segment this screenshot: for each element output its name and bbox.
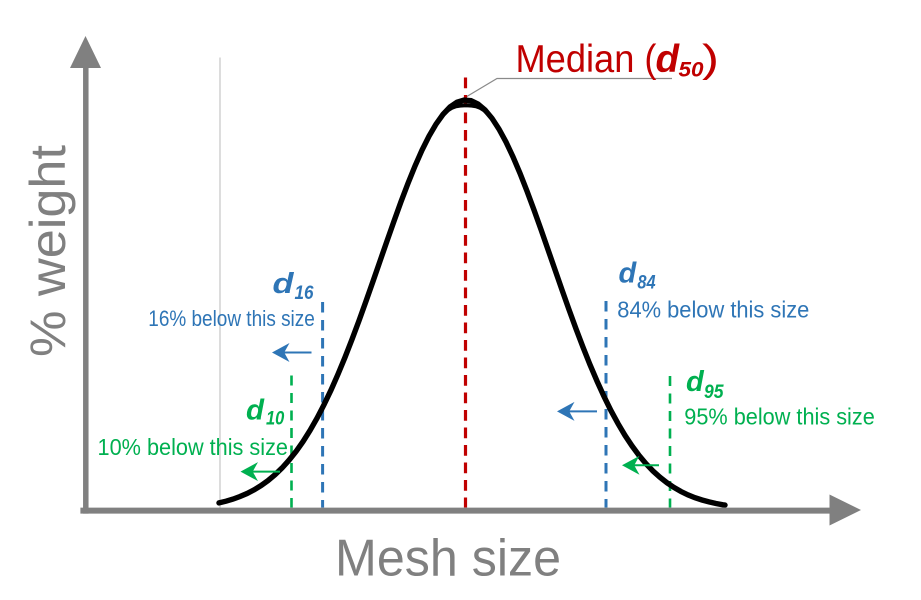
svg-text:Mesh size: Mesh size xyxy=(335,528,561,586)
svg-text:Median (: Median ( xyxy=(516,38,657,81)
svg-text:d: d xyxy=(686,366,705,398)
svg-text:% weight: % weight xyxy=(20,145,76,357)
svg-text:16% below this size: 16% below this size xyxy=(148,306,314,331)
svg-text:84: 84 xyxy=(637,273,656,294)
svg-text:84% below this size: 84% below this size xyxy=(617,297,809,323)
svg-text:): ) xyxy=(702,38,719,81)
svg-text:95: 95 xyxy=(704,382,724,403)
svg-text:10: 10 xyxy=(266,409,285,430)
svg-text:50: 50 xyxy=(679,59,704,82)
svg-text:d: d xyxy=(273,268,296,300)
svg-text:10% below this size: 10% below this size xyxy=(98,434,289,460)
svg-text:95% below this size: 95% below this size xyxy=(684,404,875,430)
svg-text:d: d xyxy=(619,258,638,290)
svg-text:d: d xyxy=(656,38,681,81)
svg-text:16: 16 xyxy=(295,283,314,304)
svg-text:d: d xyxy=(246,395,265,427)
